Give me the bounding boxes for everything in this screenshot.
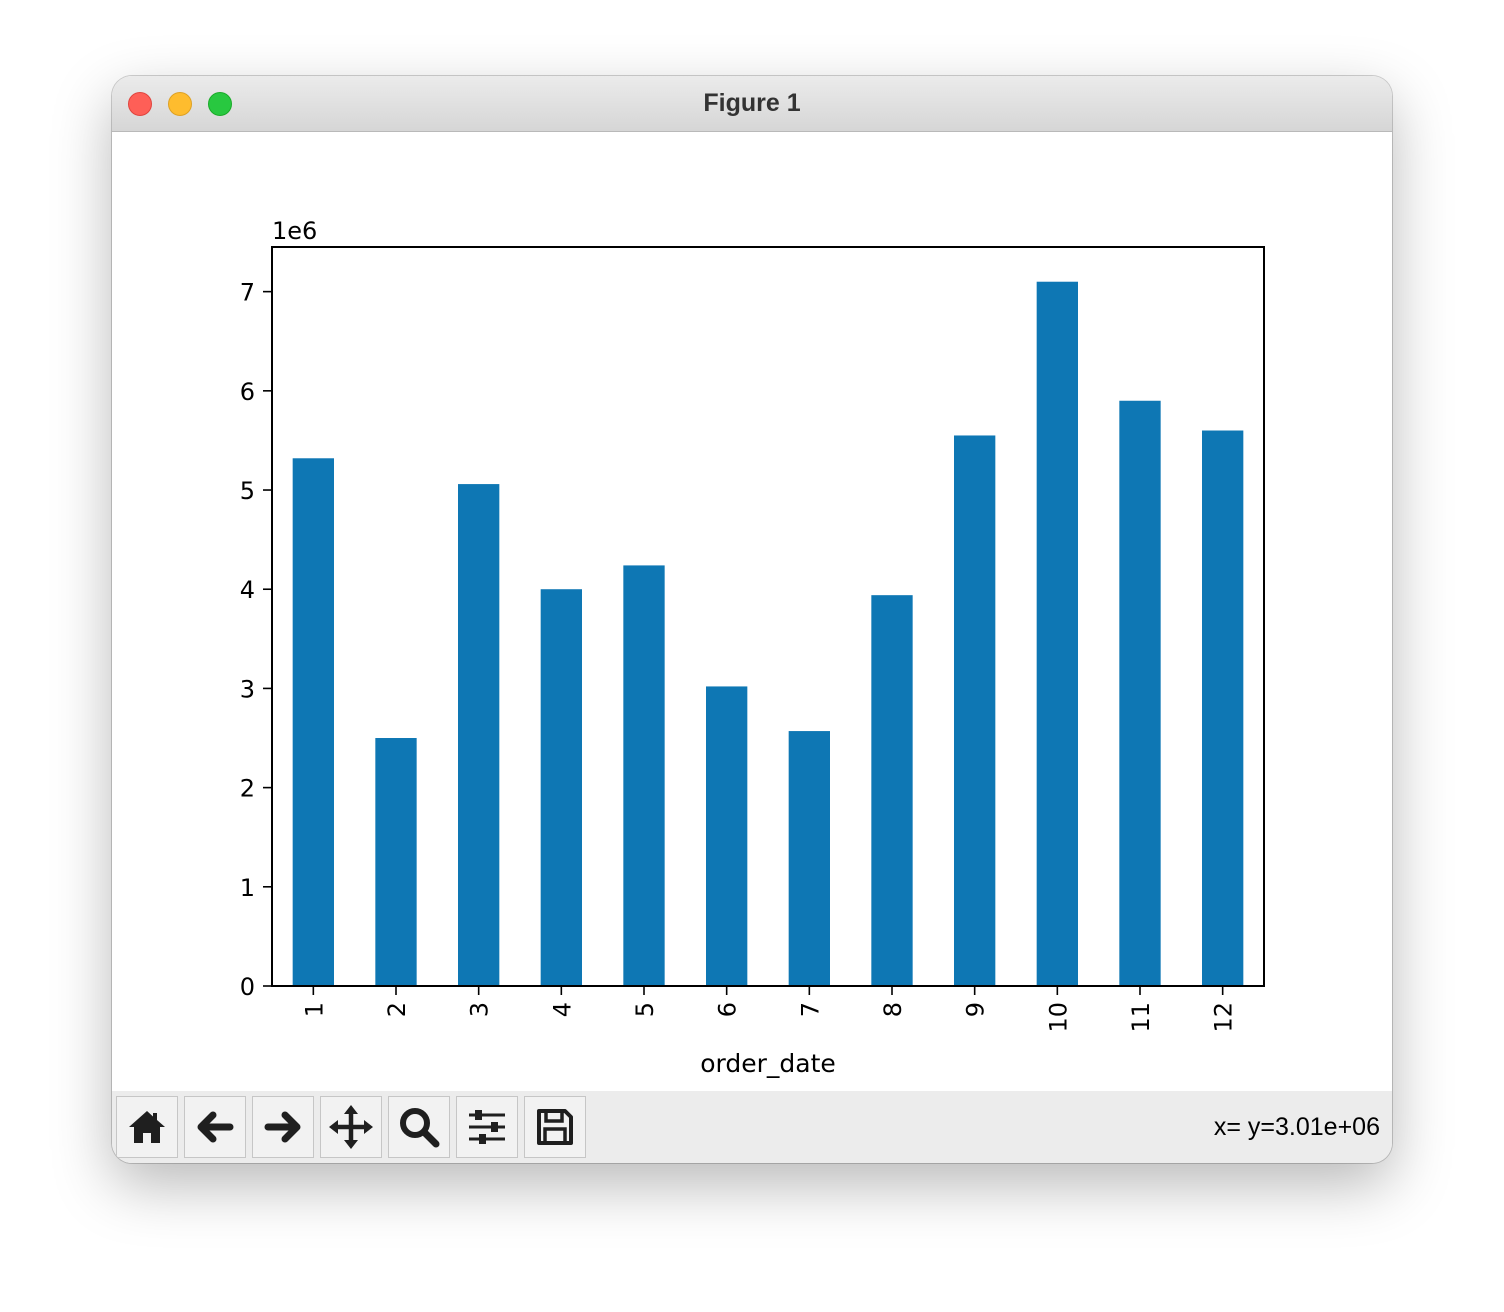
save-button[interactable] xyxy=(524,1096,586,1158)
window-title: Figure 1 xyxy=(703,89,801,117)
bar-8 xyxy=(871,595,913,986)
navigation-toolbar: x= y=3.01e+06 xyxy=(112,1091,1392,1163)
x-tick-label: 8 xyxy=(879,1002,907,1017)
figure-canvas[interactable]: 0 1 2 3 4 5 6 7 1 2 3 4 5 6 7 8 9 10 11 12 1e6 order_date xyxy=(112,132,1392,1091)
bar-5 xyxy=(623,565,665,986)
x-tick-label: 3 xyxy=(466,1002,494,1017)
bar-9 xyxy=(954,435,996,987)
zoom-window-button[interactable] xyxy=(208,92,232,116)
x-tick-label: 10 xyxy=(1044,1002,1072,1033)
x-tick-label: 12 xyxy=(1210,1002,1238,1033)
arrow-right-icon xyxy=(264,1111,301,1143)
y-tick-label: 4 xyxy=(240,576,255,604)
pan-button[interactable] xyxy=(320,1096,382,1158)
bar-10 xyxy=(1036,281,1078,987)
coordinate-readout: x= y=3.01e+06 xyxy=(1213,1113,1380,1141)
x-tick-label: 11 xyxy=(1127,1002,1155,1033)
x-tick-label: 6 xyxy=(714,1002,742,1017)
y-tick-label: 5 xyxy=(240,477,255,505)
y-offset-label: 1e6 xyxy=(272,217,317,245)
home-button[interactable] xyxy=(116,1096,178,1158)
bar-1 xyxy=(292,458,334,986)
x-tick-label: 1 xyxy=(300,1002,328,1017)
bar-3 xyxy=(458,484,500,986)
y-tick-label: 1 xyxy=(240,874,255,902)
minimize-window-button[interactable] xyxy=(168,92,192,116)
bar-2 xyxy=(375,738,417,986)
configure-subplots-button[interactable] xyxy=(456,1096,518,1158)
y-tick-label: 2 xyxy=(240,775,255,803)
bar-12 xyxy=(1202,430,1244,986)
x-tick-label: 4 xyxy=(548,1002,576,1017)
x-axis-label: order_date xyxy=(700,1049,836,1078)
move-arrows-icon xyxy=(329,1105,373,1149)
x-tick-label: 9 xyxy=(962,1002,990,1017)
magnifier-icon xyxy=(400,1108,440,1148)
x-tick-label: 2 xyxy=(383,1002,411,1017)
y-tick-label: 3 xyxy=(240,675,255,703)
plot-frame xyxy=(271,246,1265,987)
bar-11 xyxy=(1119,400,1161,986)
arrow-left-icon xyxy=(197,1111,234,1143)
figure-window: Figure 1 0 1 2 3 4 5 6 7 1 2 3 4 5 6 7 8 9 10 11 12 1e6 order… xyxy=(112,76,1392,1163)
y-tick-label: 6 xyxy=(240,378,255,406)
y-tick-label: 0 xyxy=(240,973,255,1001)
forward-button[interactable] xyxy=(252,1096,314,1158)
bar-6 xyxy=(706,686,748,986)
bar-4 xyxy=(540,589,582,986)
title-bar[interactable]: Figure 1 xyxy=(112,76,1392,132)
sliders-icon xyxy=(469,1110,505,1144)
x-tick-label: 7 xyxy=(796,1002,824,1017)
home-icon xyxy=(129,1111,165,1143)
zoom-button[interactable] xyxy=(388,1096,450,1158)
bar-7 xyxy=(788,731,830,986)
y-tick-label: 7 xyxy=(240,279,255,307)
floppy-disk-icon xyxy=(537,1109,573,1145)
back-button[interactable] xyxy=(184,1096,246,1158)
x-tick-label: 5 xyxy=(631,1002,659,1017)
close-window-button[interactable] xyxy=(128,92,152,116)
